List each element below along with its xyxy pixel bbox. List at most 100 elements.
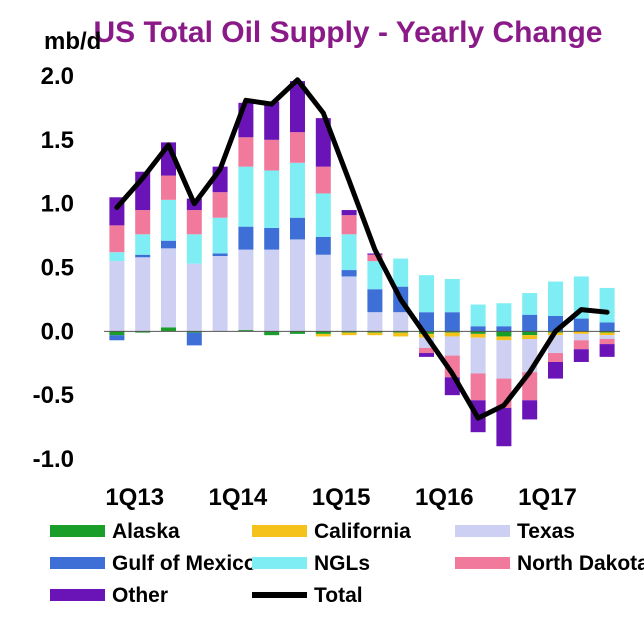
bar-segment bbox=[315, 331, 331, 334]
bar-segment bbox=[599, 335, 615, 339]
bar-segment bbox=[367, 289, 383, 313]
bar-segment bbox=[238, 249, 254, 331]
bar-segment bbox=[444, 332, 460, 337]
bar-segment bbox=[186, 234, 202, 264]
bar-segment bbox=[444, 312, 460, 332]
bar-segment bbox=[161, 240, 176, 249]
legend-swatch bbox=[455, 525, 510, 537]
bar-segment bbox=[470, 331, 486, 334]
bar-segment bbox=[238, 166, 254, 227]
bar-segment bbox=[264, 101, 280, 140]
bar-segment bbox=[573, 331, 589, 334]
bar-segment bbox=[315, 254, 331, 332]
legend-item: California bbox=[252, 520, 411, 543]
bar-segment bbox=[573, 340, 589, 350]
bar-segment bbox=[393, 258, 409, 287]
legend-swatch bbox=[50, 589, 105, 601]
bar-segment bbox=[161, 175, 176, 200]
bar-segment bbox=[548, 361, 563, 379]
bar-stacks bbox=[109, 81, 615, 447]
bar-segment bbox=[161, 199, 176, 241]
y-axis-ticks: 2.0 1.5 1.0 0.5 0.0 -0.5 -1.0 bbox=[33, 63, 74, 473]
bar-segment bbox=[393, 331, 409, 333]
bar-segment bbox=[341, 276, 357, 332]
legend-item: NGLs bbox=[252, 552, 370, 575]
legend-item: Alaska bbox=[50, 520, 180, 543]
legend-label: NGLs bbox=[314, 552, 370, 575]
bar-segment bbox=[522, 314, 538, 332]
bar-segment bbox=[393, 332, 409, 337]
bar-segment bbox=[135, 254, 151, 258]
legend-item: Other bbox=[50, 584, 168, 607]
legend-item: North Dakota bbox=[455, 552, 644, 575]
bar-segment bbox=[599, 344, 615, 357]
bar-segment bbox=[315, 236, 331, 255]
x-tick-label: 1Q15 bbox=[312, 484, 371, 511]
bar-stack bbox=[212, 166, 228, 332]
x-tick-label: 1Q16 bbox=[415, 484, 474, 511]
x-tick-label: 1Q13 bbox=[105, 484, 164, 511]
bar-segment bbox=[419, 275, 434, 313]
bar-segment bbox=[573, 333, 589, 341]
bar-stack bbox=[496, 303, 512, 447]
y-tick-label: -1.0 bbox=[33, 446, 74, 473]
bar-stack bbox=[135, 171, 151, 333]
bar-segment bbox=[548, 281, 563, 317]
bar-stack bbox=[161, 142, 176, 332]
bar-segment bbox=[341, 332, 357, 336]
bar-segment bbox=[109, 225, 125, 253]
bar-segment bbox=[109, 252, 125, 262]
bar-segment bbox=[135, 331, 151, 333]
bar-segment bbox=[264, 227, 280, 250]
bar-segment bbox=[367, 261, 383, 290]
bar-stack bbox=[290, 81, 305, 334]
legend-item: Total bbox=[252, 584, 363, 607]
legend-label: Total bbox=[314, 584, 363, 607]
legend: Alaska California Texas Gulf of Mexico NGLs N… bbox=[50, 520, 644, 607]
bar-segment bbox=[238, 137, 254, 167]
legend-label: California bbox=[314, 520, 411, 543]
y-tick-label: -0.5 bbox=[33, 382, 74, 409]
legend-label: Other bbox=[112, 584, 168, 607]
bar-segment bbox=[470, 337, 486, 374]
bar-segment bbox=[419, 312, 434, 332]
y-tick-label: 2.0 bbox=[41, 63, 74, 90]
bar-segment bbox=[315, 193, 331, 237]
bar-stack bbox=[573, 276, 589, 362]
bar-stack bbox=[599, 287, 615, 357]
chart-title: US Total Oil Supply - Yearly Change bbox=[93, 16, 602, 49]
bar-segment bbox=[161, 327, 176, 332]
legend-swatch bbox=[455, 557, 510, 569]
bar-segment bbox=[109, 331, 125, 336]
y-axis-label: mb/d bbox=[44, 28, 101, 55]
bar-segment bbox=[161, 248, 176, 328]
legend-label: Gulf of Mexico bbox=[112, 552, 257, 575]
bar-segment bbox=[238, 226, 254, 250]
bar-segment bbox=[367, 312, 383, 332]
bar-segment bbox=[522, 331, 538, 336]
bar-segment bbox=[496, 336, 512, 341]
bar-segment bbox=[341, 331, 357, 333]
y-tick-label: 0.5 bbox=[41, 255, 74, 282]
total-line bbox=[114, 77, 610, 421]
y-tick-label: 1.5 bbox=[41, 127, 74, 154]
bar-segment bbox=[470, 304, 486, 327]
bar-segment bbox=[599, 331, 615, 333]
legend-label: North Dakota bbox=[517, 552, 644, 575]
bar-segment bbox=[599, 287, 615, 323]
bar-segment bbox=[264, 331, 280, 336]
bar-segment bbox=[367, 254, 383, 262]
bar-segment bbox=[496, 407, 512, 447]
bar-segment bbox=[212, 256, 228, 332]
bar-segment bbox=[290, 217, 305, 240]
bar-segment bbox=[290, 81, 305, 133]
bar-segment bbox=[393, 312, 409, 332]
bar-segment bbox=[444, 278, 460, 313]
bar-segment bbox=[264, 139, 280, 171]
bar-stack bbox=[315, 118, 331, 337]
bar-segment bbox=[470, 333, 486, 338]
bar-segment bbox=[548, 353, 563, 362]
x-tick-label: 1Q17 bbox=[518, 484, 577, 511]
bar-segment bbox=[264, 249, 280, 332]
bar-segment bbox=[212, 253, 228, 257]
